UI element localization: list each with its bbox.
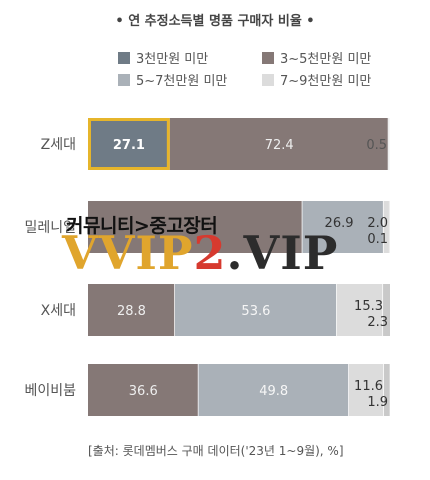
legend-item: 7~9천만원 미만 xyxy=(262,70,371,89)
legend-swatch xyxy=(118,52,130,64)
data-label: 2.3 xyxy=(367,315,388,330)
bar-segment xyxy=(88,284,175,336)
bar-segment xyxy=(383,284,390,336)
legend-label: 5~7천만원 미만 xyxy=(136,74,228,89)
data-label: 2.0 xyxy=(367,216,388,231)
bar-segment xyxy=(383,201,390,253)
bar-segment xyxy=(302,201,384,253)
bar-segment xyxy=(388,118,390,170)
bar-segment xyxy=(88,364,199,416)
bar-segment xyxy=(336,284,384,336)
bar-segment xyxy=(348,364,384,416)
legend-label: 3~5천만원 미만 xyxy=(280,52,372,67)
legend-label: 7~9천만원 미만 xyxy=(280,74,372,89)
data-label: 53.6 xyxy=(241,304,270,319)
data-label: 72.4 xyxy=(265,138,294,153)
data-label: 27.1 xyxy=(113,138,145,153)
data-label: 28.8 xyxy=(117,304,146,319)
legend-item: 3~5천만원 미만 xyxy=(262,48,371,67)
bar-segment xyxy=(383,364,390,416)
legend-label: 3천만원 미만 xyxy=(136,52,209,67)
bar-segment xyxy=(88,201,303,253)
category-label: 베이비붐 xyxy=(24,383,76,399)
bar-segment xyxy=(174,284,337,336)
highlight-box xyxy=(88,118,170,170)
category-label: 밀레니얼 xyxy=(24,220,76,236)
source-note: [출처: 롯데멤버스 구매 데이터('23년 1~9월), %] xyxy=(88,444,344,458)
data-label: 0.1 xyxy=(367,232,388,247)
data-label: 15.3 xyxy=(354,299,383,314)
bar-segment xyxy=(88,118,170,170)
bar-segment xyxy=(198,364,349,416)
legend-item: 5~7천만원 미만 xyxy=(118,70,227,89)
legend-swatch xyxy=(262,52,274,64)
category-label: Z세대 xyxy=(41,137,76,153)
legend-swatch xyxy=(118,74,130,86)
chart-title: • 연 추정소득별 명품 구매자 비율 • xyxy=(115,14,315,29)
data-label: 49.8 xyxy=(259,384,288,399)
bar-segment xyxy=(169,118,389,170)
legend-swatch xyxy=(262,74,274,86)
category-label: X세대 xyxy=(41,303,76,319)
data-label: 26.9 xyxy=(325,216,354,231)
legend-item: 3천만원 미만 xyxy=(118,48,208,67)
data-label: 36.6 xyxy=(129,384,158,399)
data-label: 11.6 xyxy=(354,379,383,394)
data-label: 1.9 xyxy=(367,395,388,410)
data-label: 0.5 xyxy=(366,138,387,153)
